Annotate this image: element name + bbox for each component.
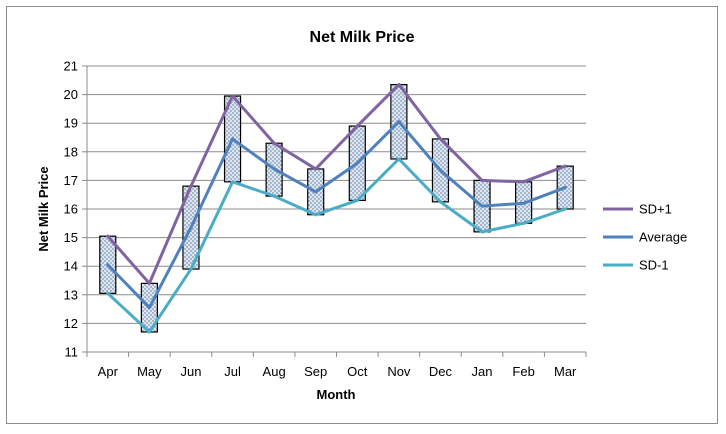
data-point-average-feb [522, 201, 526, 205]
data-point-sd-1-jul [231, 94, 235, 98]
data-point-average-jan [480, 204, 484, 208]
data-point-sd-1-sep [314, 213, 318, 217]
y-tick-label: 20 [64, 87, 78, 102]
y-tick-label: 11 [65, 345, 79, 360]
y-tick-label: 15 [64, 230, 78, 245]
y-tick-label: 21 [64, 59, 78, 74]
data-point-sd-1-jun [189, 184, 193, 188]
data-point-sd-1-mar [563, 207, 567, 211]
x-tick-label-mar: Mar [554, 364, 577, 379]
x-tick-label-oct: Oct [347, 364, 368, 379]
data-point-sd-1-jan [480, 178, 484, 182]
x-tick-label-aug: Aug [263, 364, 286, 379]
legend: SD+1 Average SD-1 [603, 202, 687, 273]
data-point-average-jun [189, 226, 193, 230]
legend-label-sd-1: SD+1 [639, 202, 672, 217]
data-point-sd-1-dec [438, 137, 442, 141]
x-tick-label-sep: Sep [304, 364, 327, 379]
data-point-sd-1-oct [355, 198, 359, 202]
y-tick-label: 13 [64, 287, 78, 302]
x-tick-label-may: May [137, 364, 162, 379]
y-tick-label: 12 [64, 316, 78, 331]
data-point-sd-1-apr [106, 291, 110, 295]
y-tick-label: 16 [64, 202, 78, 217]
data-point-average-jul [231, 137, 235, 141]
data-point-sd-1-sep [314, 167, 318, 171]
data-point-sd-1-may [147, 281, 151, 285]
y-tick-label: 14 [64, 259, 78, 274]
chart-title: Net Milk Price [310, 29, 415, 46]
data-point-sd-1-jan [480, 230, 484, 234]
data-point-sd-1-feb [522, 180, 526, 184]
y-axis-title: Net Milk Price [36, 166, 51, 251]
x-tick-label-dec: Dec [429, 364, 453, 379]
data-point-average-apr [106, 263, 110, 267]
axes [82, 65, 587, 357]
data-point-sd-1-feb [522, 221, 526, 225]
chart-frame [6, 6, 718, 424]
series-line-sd-1 [106, 83, 567, 285]
data-point-sd-1-aug [272, 141, 276, 145]
series-line-sd-1 [106, 157, 567, 334]
x-axis-title: Month [317, 387, 356, 402]
tick-labels: 11 12 13 14 15 16 17 18 19 20 21 Apr May Jun Jul Aug Sep… [64, 59, 578, 380]
x-tick-label-jan: Jan [472, 364, 493, 379]
data-point-average-oct [355, 161, 359, 165]
x-tick-label-nov: Nov [387, 364, 411, 379]
data-point-average-aug [272, 167, 276, 171]
data-point-average-mar [563, 186, 567, 190]
data-point-sd-1-jul [231, 180, 235, 184]
x-tick-label-feb: Feb [512, 364, 534, 379]
y-tick-label: 17 [64, 173, 78, 188]
x-tick-label-jun: Jun [180, 364, 201, 379]
data-point-sd-1-apr [106, 234, 110, 238]
legend-label-average: Average [639, 230, 687, 245]
data-point-sd-1-oct [355, 124, 359, 128]
x-tick-label-apr: Apr [98, 364, 119, 379]
data-point-average-nov [397, 120, 401, 124]
legend-label-sd-1: SD-1 [639, 258, 669, 273]
data-point-sd-1-may [147, 330, 151, 334]
series-line-average [106, 120, 567, 310]
data-point-average-sep [314, 190, 318, 194]
data-point-sd-1-nov [397, 83, 401, 87]
data-point-average-dec [438, 168, 442, 172]
data-point-sd-1-dec [438, 200, 442, 204]
x-tick-label-jul: Jul [224, 364, 241, 379]
series-lines [106, 83, 567, 334]
data-point-sd-1-nov [397, 157, 401, 161]
data-point-sd-1-aug [272, 194, 276, 198]
y-tick-label: 19 [64, 116, 78, 131]
data-point-average-may [147, 306, 151, 310]
data-point-sd-1-jun [189, 267, 193, 271]
data-point-sd-1-mar [563, 164, 567, 168]
y-tick-label: 18 [64, 144, 78, 159]
